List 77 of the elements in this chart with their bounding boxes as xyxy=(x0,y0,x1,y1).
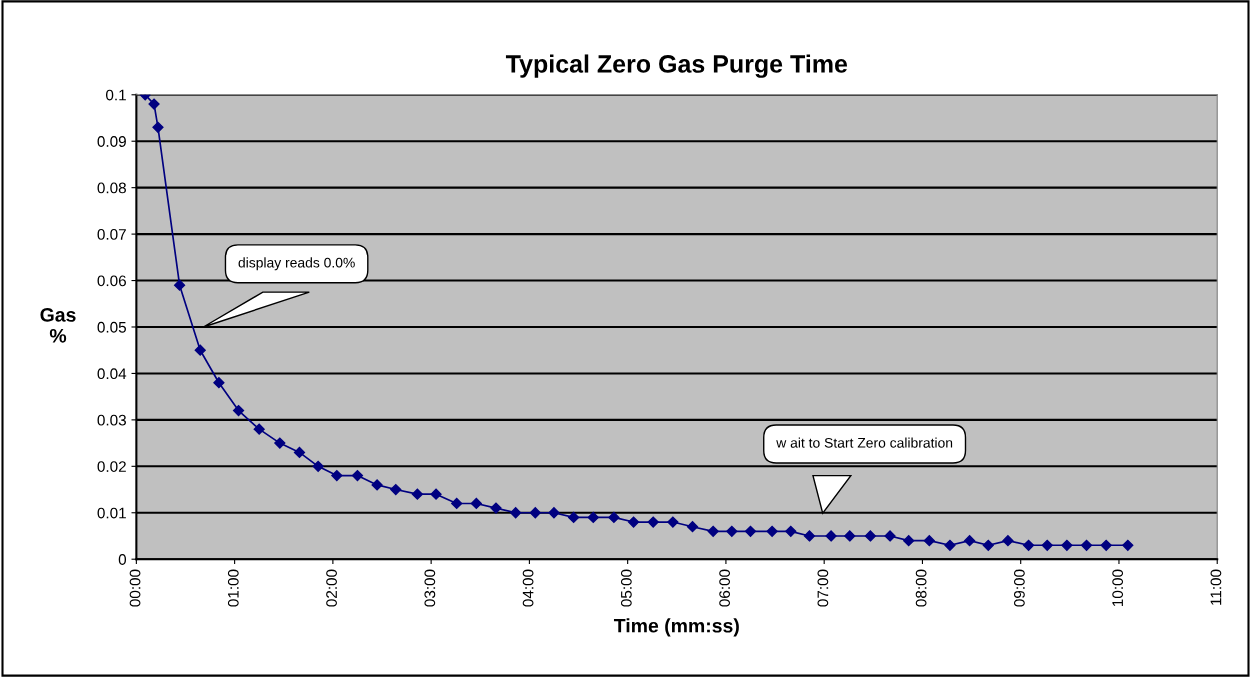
point xyxy=(529,507,541,519)
x-tick-label: 01:00 xyxy=(227,569,239,607)
x-tick-label: 03:00 xyxy=(424,569,436,607)
point xyxy=(371,479,383,491)
point xyxy=(430,488,442,500)
point xyxy=(1061,539,1073,551)
point xyxy=(470,497,482,510)
point xyxy=(587,511,599,524)
point xyxy=(982,539,994,551)
x-tick-label: 00:00 xyxy=(129,569,141,607)
x-tick-label: 09:00 xyxy=(1013,569,1025,607)
x-tick-label: 02:00 xyxy=(326,569,337,607)
y-tick-label: 0.01 xyxy=(97,507,126,519)
y-tick-label: 0.08 xyxy=(97,182,126,194)
annotation: w ait to Start Zero calibration xyxy=(776,437,953,448)
x-tick-label: 11:00 xyxy=(1210,569,1222,605)
point xyxy=(510,507,522,519)
x-tick-label: 04:00 xyxy=(522,569,534,607)
point xyxy=(568,511,580,524)
y-tick-label: 0 xyxy=(118,554,127,565)
y-axis-title: Gas % xyxy=(40,307,76,343)
y-tick-label: 0.07 xyxy=(97,228,126,240)
x-tick-label: 08:00 xyxy=(915,569,927,607)
point xyxy=(686,521,699,533)
point xyxy=(451,497,463,510)
point xyxy=(647,516,659,528)
y-tick-label: 0.09 xyxy=(97,136,126,147)
annotation: display reads 0.0% xyxy=(238,257,355,271)
point xyxy=(1022,539,1035,551)
point xyxy=(726,525,738,537)
point xyxy=(548,507,560,519)
y-tick-label: 0.06 xyxy=(97,275,126,287)
point xyxy=(627,516,640,528)
point xyxy=(667,516,679,528)
point xyxy=(803,530,816,542)
x-tick-label: 05:00 xyxy=(620,569,632,607)
point xyxy=(964,535,976,547)
point xyxy=(785,525,797,537)
point xyxy=(173,279,186,291)
point xyxy=(844,530,856,542)
point xyxy=(148,98,160,110)
point xyxy=(744,525,757,537)
point xyxy=(923,535,935,547)
x-tick-label: 10:00 xyxy=(1112,569,1124,606)
point xyxy=(351,470,364,482)
y-tick-label: 0.02 xyxy=(97,461,126,472)
x-tick-label: 07:00 xyxy=(817,569,829,607)
x-tick-label: 06:00 xyxy=(719,569,731,607)
point xyxy=(194,344,206,356)
point xyxy=(1080,539,1093,551)
y-tick-label: 0.04 xyxy=(97,368,127,380)
point xyxy=(274,437,286,449)
point xyxy=(232,404,245,417)
point xyxy=(253,423,265,435)
x-axis-title: Time (mm:ss) xyxy=(613,618,739,637)
point xyxy=(944,539,956,551)
point xyxy=(1100,539,1112,551)
point xyxy=(864,530,876,542)
point xyxy=(1122,539,1134,551)
point xyxy=(293,446,306,458)
chart-title: Typical Zero Gas Purge Time xyxy=(505,54,848,78)
y-tick-label: 0.1 xyxy=(106,89,126,101)
point xyxy=(390,483,402,496)
point xyxy=(411,488,423,500)
point xyxy=(903,535,915,547)
point xyxy=(766,525,778,537)
point xyxy=(213,377,225,389)
point xyxy=(707,525,719,537)
point xyxy=(608,511,620,524)
y-tick-label: 0.03 xyxy=(97,414,126,426)
point xyxy=(331,470,343,482)
point xyxy=(312,460,324,472)
y-tick-label: 0.05 xyxy=(97,321,126,333)
point xyxy=(490,502,502,514)
point xyxy=(1041,539,1053,551)
point xyxy=(1002,535,1014,547)
point xyxy=(152,121,164,133)
